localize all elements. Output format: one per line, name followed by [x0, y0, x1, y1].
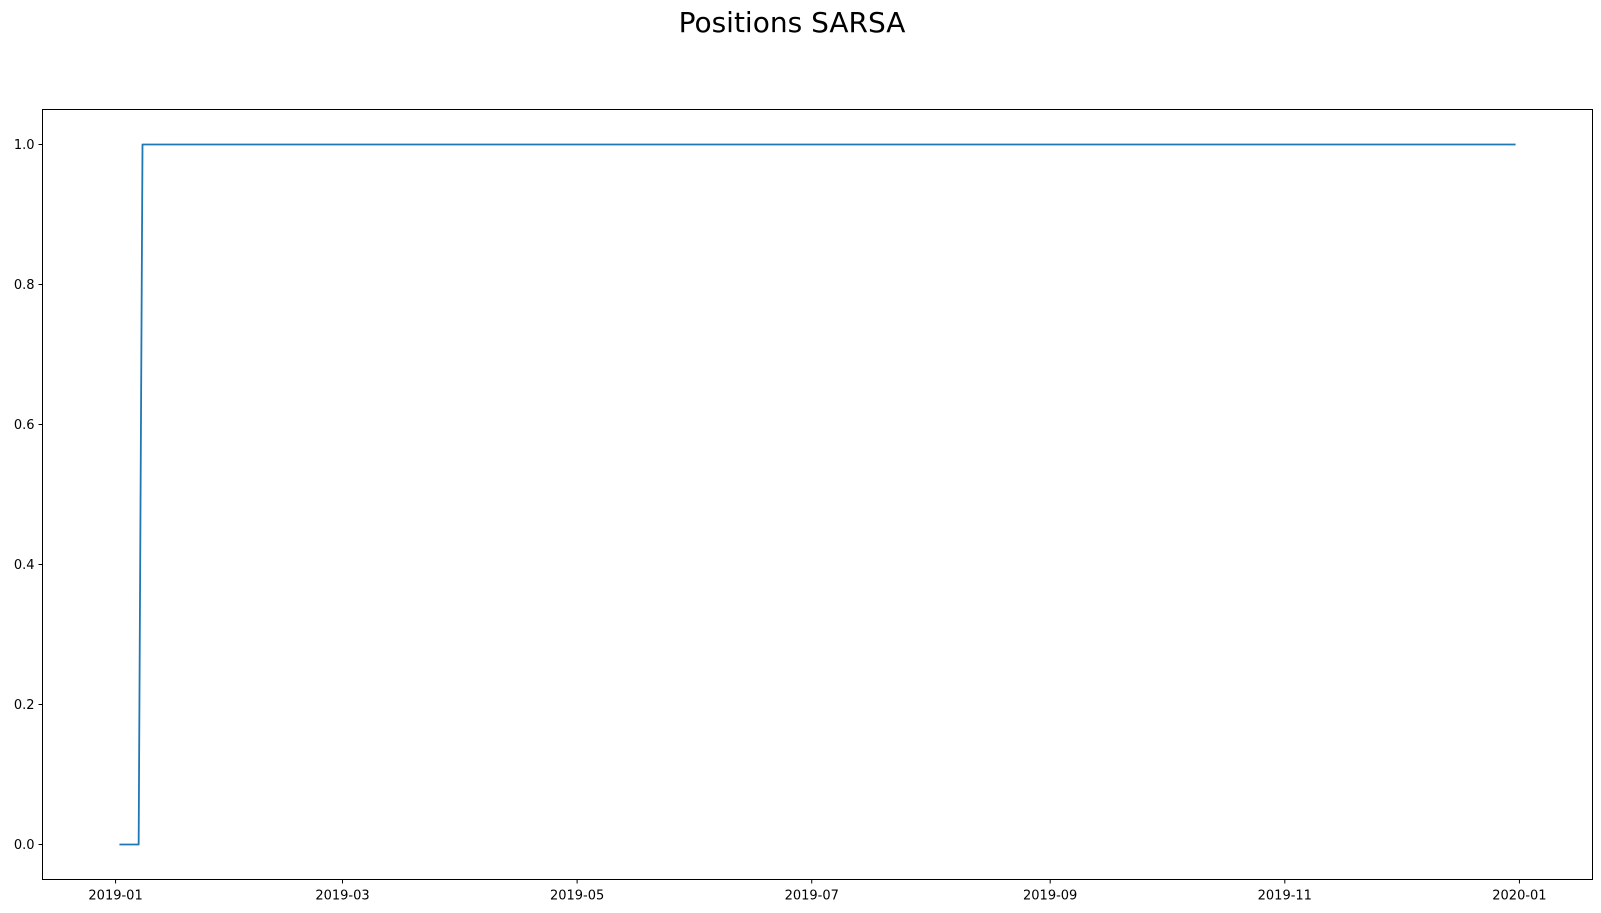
y-tick-label: 0.8 — [14, 278, 35, 293]
y-tick-label: 0.6 — [14, 418, 35, 433]
y-tick-label: 0.4 — [14, 558, 35, 573]
y-tick-label: 1.0 — [14, 138, 35, 153]
y-tick-label: 0.0 — [14, 838, 35, 853]
series-layer — [119, 143, 1516, 846]
x-tick-label: 2019-05 — [550, 889, 604, 904]
x-tick-label: 2019-11 — [1258, 889, 1312, 904]
plot-frame — [42, 109, 1593, 880]
series-line-0 — [119, 143, 1516, 846]
x-tick-label: 2019-07 — [785, 889, 839, 904]
y-axis: 0.0 0.2 0.4 0.6 0.8 1.0 — [14, 138, 43, 853]
x-tick-label: 2019-03 — [315, 889, 369, 904]
chart-title: Positions SARSA — [679, 6, 906, 39]
y-tick-label: 0.2 — [14, 698, 35, 713]
x-tick-label: 2019-09 — [1023, 889, 1077, 904]
x-axis: 2019-01 2019-03 2019-05 2019-07 2019-09 2019-… — [88, 879, 1547, 904]
x-tick-label: 2020-01 — [1492, 889, 1546, 904]
x-tick-label: 2019-01 — [88, 889, 142, 904]
